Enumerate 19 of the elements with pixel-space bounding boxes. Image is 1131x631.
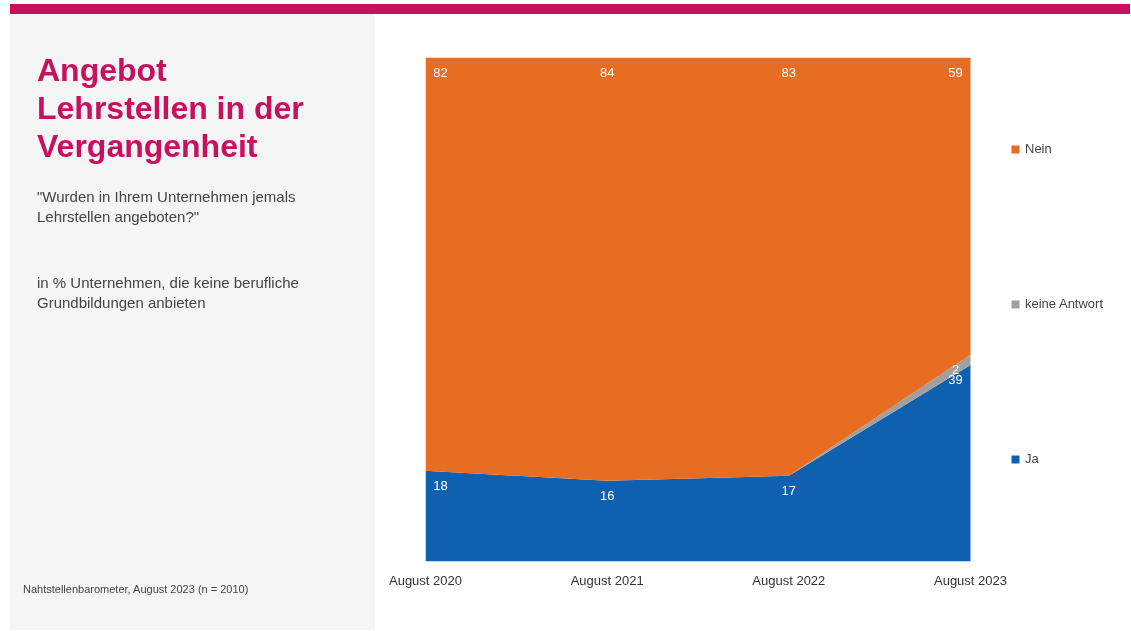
data-label: 83 — [781, 64, 797, 80]
data-label: 84 — [599, 64, 615, 80]
data-label: 18 — [433, 477, 448, 493]
data-label: 39 — [948, 371, 963, 387]
legend-label: Nein — [1025, 141, 1053, 156]
legend-label: Ja — [1025, 451, 1040, 466]
text: "Wurden in Ihrem Unternehmen jemals Lehrstellen angeboten?" — [37, 187, 297, 227]
x-tick-label: August 2020 — [389, 572, 463, 588]
data-label: 16 — [599, 487, 615, 503]
data-label: 17 — [781, 482, 797, 498]
legend-label: keine Antwort — [1025, 296, 1104, 311]
text: Angebot Lehrstellen in der Vergangenheit — [37, 51, 305, 165]
x-tick-label: August 2023 — [934, 572, 1008, 588]
data-label: 82 — [433, 64, 448, 80]
x-tick-label: August 2021 — [570, 572, 644, 588]
text: Nahtstellenbarometer, August 2023 (n = 2010) — [23, 582, 249, 597]
x-tick-label: August 2022 — [752, 572, 826, 588]
data-label: 59 — [948, 64, 963, 80]
text: in % Unternehmen, die keine berufliche Grundbildungen anbieten — [37, 273, 300, 313]
